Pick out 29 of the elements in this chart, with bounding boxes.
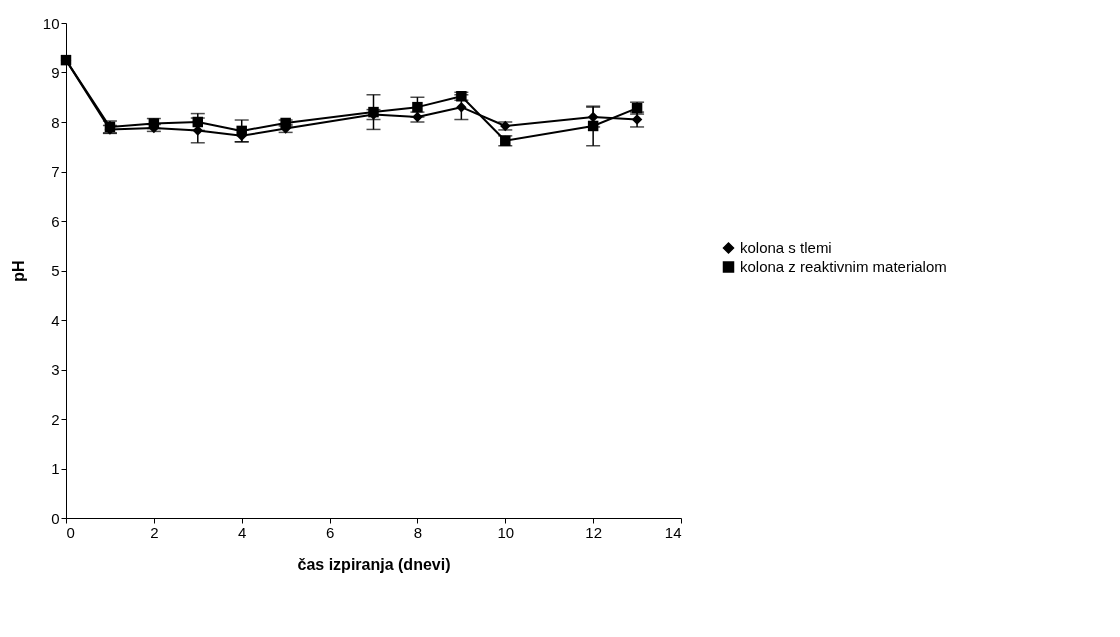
point bbox=[456, 101, 467, 113]
y-tick-label: 4 bbox=[51, 311, 60, 329]
y-tick-label: 1 bbox=[51, 460, 60, 477]
y-tick-label: 9 bbox=[51, 64, 60, 81]
point bbox=[587, 120, 599, 132]
x-tick-label: 8 bbox=[413, 523, 423, 541]
x-tick-label: 0 bbox=[66, 523, 75, 541]
point bbox=[236, 125, 247, 137]
point bbox=[60, 54, 72, 66]
y-axis-title: pH bbox=[9, 260, 27, 282]
y-tick-label: 8 bbox=[51, 113, 60, 131]
x-tick-label: 6 bbox=[325, 523, 335, 541]
point bbox=[412, 101, 423, 113]
y-tick-label: 6 bbox=[51, 212, 60, 230]
legend-label: kolona s tlemi bbox=[740, 239, 832, 256]
y-tick-label: 0 bbox=[51, 509, 60, 527]
y-tick-label: 3 bbox=[51, 361, 60, 378]
y-tick-label: 2 bbox=[51, 410, 60, 428]
y-tick-label: 5 bbox=[51, 262, 60, 279]
point bbox=[192, 116, 204, 128]
x-tick-label: 12 bbox=[585, 523, 602, 541]
x-tick-label: 10 bbox=[497, 523, 515, 541]
y-tick-label: 10 bbox=[42, 14, 60, 32]
x-tick-label: 4 bbox=[238, 523, 247, 541]
x-axis-title: čas izpiranja (dnevi) bbox=[297, 555, 451, 573]
x-tick-label: 2 bbox=[150, 523, 159, 541]
x-tick-label: 14 bbox=[664, 523, 682, 541]
y-tick-label: 7 bbox=[51, 163, 60, 180]
legend-label: kolona z reaktivnim materialom bbox=[740, 258, 947, 275]
